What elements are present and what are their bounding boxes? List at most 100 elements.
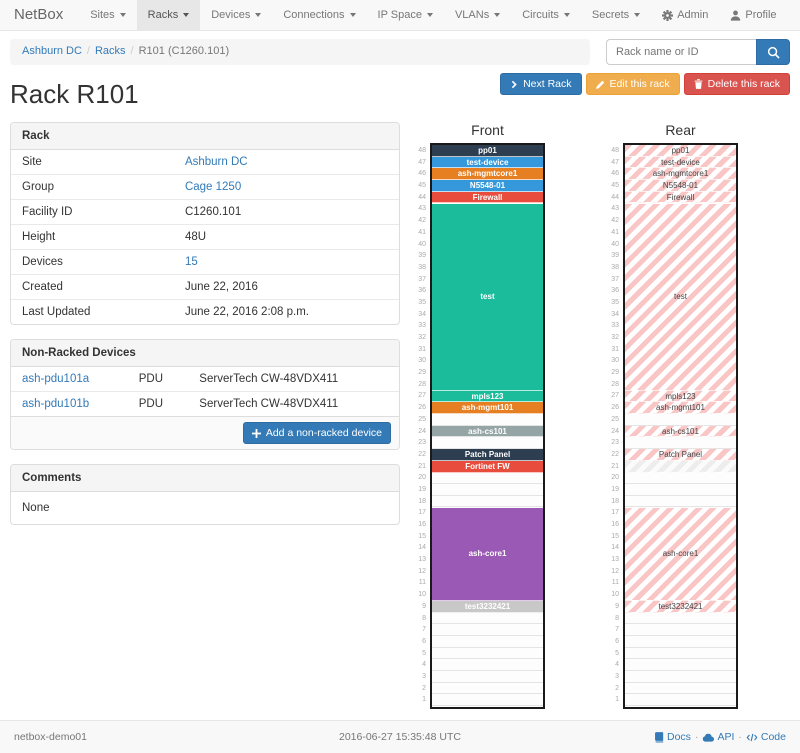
device-test3232421[interactable]: test3232421 [625, 601, 736, 613]
unit-number: 22 [611, 450, 619, 458]
empty-unit [625, 437, 736, 449]
device-ash-mgmt101[interactable]: ash-mgmt101 [625, 402, 736, 415]
device-pp01[interactable]: pp01 [432, 145, 543, 157]
nav-item-devices[interactable]: Devices [200, 0, 272, 30]
person-icon [730, 10, 741, 21]
search-input[interactable] [606, 39, 756, 65]
pencil-icon [595, 80, 605, 89]
unit-number: 4 [615, 661, 619, 669]
attr-label: Facility ID [11, 199, 174, 225]
delete-rack-button[interactable]: Delete this rack [683, 73, 790, 95]
breadcrumb-item-racks[interactable]: Racks [94, 45, 126, 57]
nav-item-admin[interactable]: Admin [651, 0, 719, 30]
device-mpls123[interactable]: mpls123 [432, 390, 543, 403]
device-ash-mgmtcore1[interactable]: ash-mgmtcore1 [432, 168, 543, 181]
nav-item-connections[interactable]: Connections [272, 0, 366, 30]
nav-item-circuits[interactable]: Circuits [511, 0, 581, 30]
attr-label: Devices [11, 249, 174, 275]
empty-unit [625, 694, 736, 706]
attr-value-link[interactable]: 15 [184, 256, 198, 268]
rack-panel-title: Rack [11, 123, 399, 150]
device-firewall[interactable]: Firewall [432, 191, 543, 204]
nonracked-panel-title: Non-Racked Devices [11, 340, 399, 367]
unit-number: 44 [611, 193, 619, 201]
device-ash-mgmt101[interactable]: ash-mgmt101 [432, 402, 543, 415]
nonracked-table: ash-pdu101a PDU ServerTech CW-48VDX411 ash-… [11, 367, 399, 416]
unit-number: 45 [611, 182, 619, 190]
nav-item-secrets[interactable]: Secrets [581, 0, 651, 30]
brand[interactable]: NetBox [14, 6, 64, 23]
device-ash-cs101[interactable]: ash-cs101 [432, 425, 543, 438]
attr-label: Group [11, 174, 174, 200]
breadcrumb-item-r101-c1260-101: R101 (C1260.101) [138, 45, 230, 57]
edit-rack-button[interactable]: Edit this rack [585, 73, 680, 95]
unit-number: 16 [611, 521, 619, 528]
add-nonracked-button[interactable]: Add a non-racked device [242, 422, 391, 444]
nonracked-panel: Non-Racked Devices ash-pdu101a PDU ServerT… [10, 339, 400, 450]
footer-link-code[interactable]: Code [746, 731, 786, 743]
device-name-link[interactable]: ash-pdu101a [22, 373, 90, 385]
unit-number: 24 [611, 427, 619, 435]
unit-number: 40 [418, 240, 426, 248]
device-patch-panel[interactable]: Patch Panel [432, 449, 543, 461]
device-name-link[interactable]: ash-pdu101b [22, 398, 90, 410]
nav-item-label: Secrets [591, 9, 630, 21]
unit-number: 45 [418, 182, 426, 190]
unit-number: 19 [611, 485, 619, 493]
attr-value: Cage 1250 [173, 174, 399, 200]
caret-down-icon [349, 13, 356, 17]
device-ash-core1[interactable]: ash-core1 [432, 507, 543, 602]
unit-number: 32 [418, 334, 426, 341]
unit-number: 46 [611, 170, 619, 178]
device-type-cell: ServerTech CW-48VDX411 [199, 398, 339, 410]
device-n5548-01[interactable]: N5548-01 [625, 180, 736, 192]
unit-number: 17 [611, 509, 619, 517]
empty-unit [432, 682, 543, 695]
unit-number: 17 [418, 509, 426, 517]
device-pp01[interactable]: pp01 [625, 145, 736, 157]
unit-number: 42 [418, 217, 426, 225]
unit-number: 1 [615, 696, 619, 704]
device-ash-mgmtcore1[interactable]: ash-mgmtcore1 [625, 168, 736, 181]
footer-link-docs[interactable]: Docs [654, 731, 691, 743]
nav-item-racks[interactable]: Racks [136, 0, 201, 30]
breadcrumb-separator: / [130, 45, 134, 57]
device-fortinet-fw[interactable]: Fortinet FW [432, 460, 543, 473]
unit-number: 37 [418, 275, 426, 283]
device-ash-cs101[interactable]: ash-cs101 [625, 425, 736, 438]
nav-item-profile[interactable]: Profile [719, 0, 787, 30]
device-occupied[interactable] [625, 460, 736, 473]
front-title: Front [471, 122, 504, 138]
device-mpls123[interactable]: mpls123 [625, 390, 736, 403]
device-firewall[interactable]: Firewall [625, 191, 736, 204]
empty-unit [432, 472, 543, 484]
device-name-cell: ash-pdu101b [11, 392, 128, 417]
breadcrumb-item-ashburn-dc[interactable]: Ashburn DC [22, 45, 82, 57]
search-button[interactable] [756, 39, 790, 65]
empty-unit [625, 659, 736, 671]
footer-links: Docs · API · Code [654, 731, 786, 743]
device-test-device[interactable]: test-device [625, 156, 736, 169]
nav-item-ip-space[interactable]: IP Space [367, 0, 444, 30]
device-n5548-01[interactable]: N5548-01 [432, 180, 543, 192]
device-ash-core1[interactable]: ash-core1 [625, 507, 736, 602]
footer-link-label: Code [760, 731, 786, 743]
device-patch-panel[interactable]: Patch Panel [625, 449, 736, 461]
unit-number: 33 [418, 322, 426, 330]
unit-number: 44 [418, 193, 426, 201]
left-column: Rack Site Ashburn DC Group Cage 1250 Facilit… [10, 122, 400, 539]
nav-item-sites[interactable]: Sites [79, 0, 136, 30]
footer-link-api[interactable]: API [702, 731, 734, 743]
device-test3232421[interactable]: test3232421 [432, 601, 543, 613]
rack-attr-row: Facility ID C1260.101 [11, 199, 399, 225]
unit-number: 37 [611, 275, 619, 283]
unit-number: 23 [611, 439, 619, 447]
device-test[interactable]: test [432, 203, 543, 391]
nav-item-log-out[interactable]: Log out [788, 0, 800, 30]
attr-value-link[interactable]: Ashburn DC [184, 156, 248, 168]
attr-value-link[interactable]: Cage 1250 [184, 181, 242, 193]
nav-item-vlans[interactable]: VLANs [444, 0, 511, 30]
next-rack-button[interactable]: Next Rack [500, 73, 582, 95]
device-test[interactable]: test [625, 203, 736, 391]
device-test-device[interactable]: test-device [432, 156, 543, 169]
